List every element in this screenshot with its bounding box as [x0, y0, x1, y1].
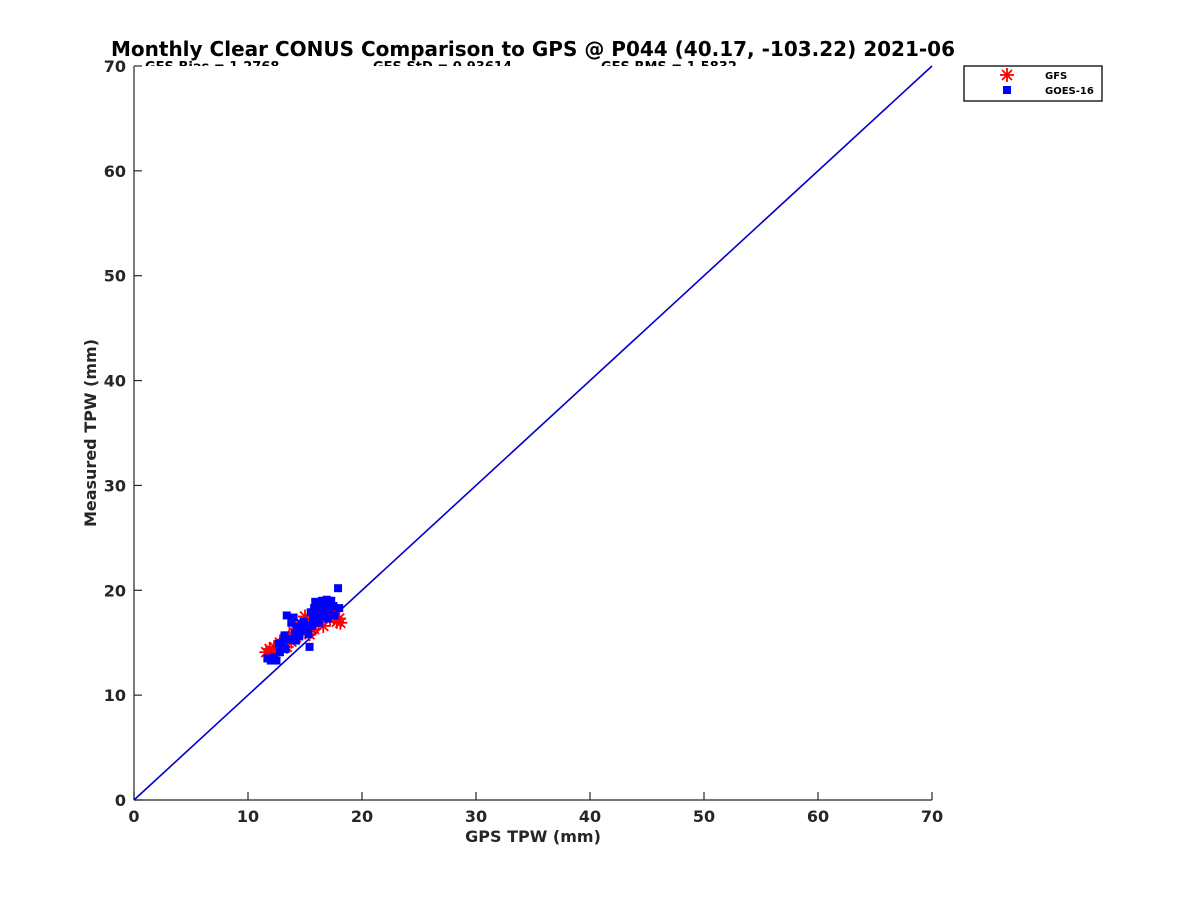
goes16-point	[287, 618, 296, 627]
goes16-point	[272, 656, 281, 665]
x-axis-label: GPS TPW (mm)	[465, 827, 601, 846]
chart-title: Monthly Clear CONUS Comparison to GPS @ …	[111, 37, 955, 61]
goes16-point	[320, 600, 329, 609]
y-tick-label: 10	[104, 686, 126, 705]
legend-goes16-marker	[1003, 86, 1011, 94]
goes16-point	[323, 614, 332, 623]
goes16-point	[302, 626, 311, 635]
y-tick-label: 40	[104, 372, 126, 391]
goes16-point	[334, 584, 343, 593]
data-series	[259, 584, 348, 665]
goes16-point	[280, 631, 289, 640]
x-tick-label: 20	[351, 807, 373, 826]
x-tick-label: 50	[693, 807, 715, 826]
series-goes-16	[263, 584, 344, 665]
goes16-point	[279, 637, 288, 646]
goes16-point	[304, 630, 313, 639]
legend: GFS GOES-16	[963, 65, 1103, 102]
x-ticks: 0 10 20 30 40 50 60 70	[128, 792, 943, 826]
goes16-point	[275, 648, 284, 657]
y-ticks: 0 10 20 30 40 50 60 70	[104, 57, 142, 810]
goes16-point	[291, 636, 300, 645]
goes16-point	[290, 629, 299, 638]
y-tick-label: 70	[104, 57, 126, 76]
goes16-point	[311, 597, 320, 606]
goes16-point	[321, 605, 330, 614]
goes16-point	[281, 645, 290, 654]
y-axis-label: Measured TPW (mm)	[81, 339, 100, 527]
goes16-point	[318, 596, 327, 605]
goes16-point	[324, 598, 333, 607]
gfs-point	[333, 615, 348, 630]
y-tick-label: 60	[104, 162, 126, 181]
y-tick-label: 50	[104, 267, 126, 286]
x-tick-label: 70	[921, 807, 943, 826]
goes16-point	[307, 621, 316, 630]
y-tick-label: 30	[104, 476, 126, 495]
y-tick-label: 20	[104, 581, 126, 600]
goes16-point	[330, 611, 339, 620]
goes16-point	[295, 632, 304, 641]
legend-gfs-marker	[1000, 68, 1014, 82]
x-tick-label: 30	[465, 807, 487, 826]
goes16-point	[326, 606, 335, 615]
goes16-point	[335, 604, 344, 613]
x-tick-label: 10	[237, 807, 259, 826]
goes16-point	[305, 642, 314, 651]
goes16-point	[282, 611, 291, 620]
legend-label: GOES-16	[1045, 86, 1094, 97]
goes16-point	[315, 612, 324, 621]
goes16-point	[296, 625, 305, 634]
goes16-point	[289, 613, 298, 622]
goes16-point	[306, 608, 315, 617]
goes16-point	[310, 604, 319, 613]
legend-label: GFS	[1045, 71, 1067, 82]
goes16-point	[299, 617, 308, 626]
legend-box	[963, 65, 1103, 102]
goes16-point	[329, 602, 338, 611]
goes16-point	[314, 618, 323, 627]
x-tick-label: 40	[579, 807, 601, 826]
y-tick-label: 0	[115, 791, 126, 810]
x-tick-label: 60	[807, 807, 829, 826]
goes16-point	[308, 615, 317, 624]
goes16-point	[301, 621, 309, 630]
x-tick-label: 0	[128, 807, 139, 826]
goes16-point	[274, 639, 283, 648]
goes16-point	[285, 635, 294, 644]
one-to-one-line	[133, 65, 933, 801]
